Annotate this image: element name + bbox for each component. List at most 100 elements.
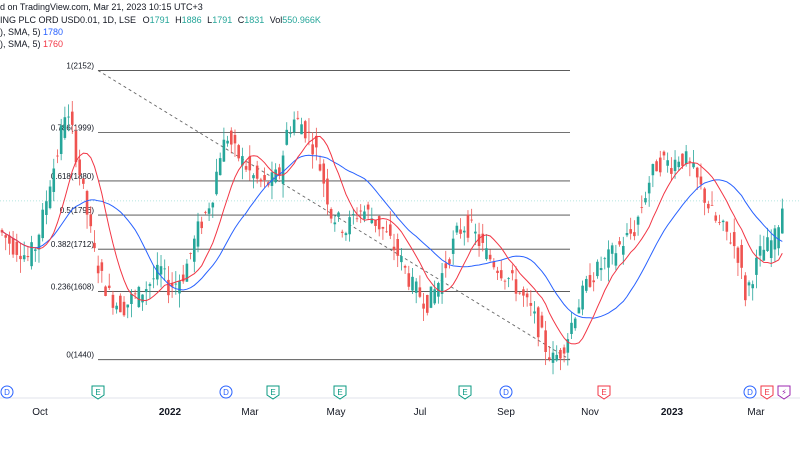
candle-body-102 [377, 216, 381, 230]
candle-body-193 [714, 215, 718, 221]
candle-body-63 [233, 134, 237, 144]
candle-body-6 [22, 255, 26, 260]
candle-body-50 [185, 263, 189, 282]
event-marker-9[interactable]: E [760, 385, 774, 400]
candle-body-108 [400, 256, 403, 263]
ma-slow-legend[interactable]: ), SMA, 5) 1780 [0, 27, 63, 37]
candle-body-17 [63, 117, 67, 138]
high-label: H [175, 15, 182, 25]
candle-body-165 [610, 245, 614, 254]
candle-body-139 [514, 279, 518, 294]
event-marker-label-0: D [4, 388, 10, 397]
candle-body-192 [710, 204, 714, 206]
ma-fast-value: 1760 [43, 39, 64, 49]
fib-label-3: 0.5(1796) [60, 206, 95, 215]
candle-body-130 [481, 233, 485, 243]
candle-body-121 [448, 259, 451, 264]
candle-body-44 [163, 268, 167, 270]
close-value: 1831 [244, 15, 265, 25]
x-tick-1: 2022 [159, 407, 182, 418]
candle-body-163 [603, 258, 607, 260]
close-label: C [237, 15, 245, 25]
candle-body-110 [407, 273, 411, 287]
event-marker-10[interactable]: ⚡ [777, 385, 791, 400]
candle-body-40 [148, 284, 152, 286]
candle-body-107 [396, 239, 399, 256]
event-marker-shape-3 [266, 385, 280, 400]
event-marker-shape-1 [91, 385, 105, 400]
candle-body-170 [629, 229, 632, 234]
candle-body-85 [315, 135, 318, 148]
candle-body-199 [736, 247, 740, 263]
open-value: 1791 [149, 15, 170, 25]
candle-body-79 [292, 119, 296, 133]
event-marker-label-1: E [95, 388, 100, 397]
trend-line [97, 70, 571, 361]
candle-body-111 [411, 276, 414, 291]
candle-body-158 [585, 278, 588, 291]
candle-body-166 [614, 253, 618, 266]
candle-body-115 [425, 294, 429, 313]
event-marker-1[interactable]: E [91, 385, 105, 400]
event-marker-shape-8 [743, 385, 757, 399]
candle-body-127 [470, 219, 473, 221]
candle-body-11 [41, 209, 44, 239]
fib-label-2: 0.618(1880) [51, 172, 94, 181]
x-axis: Oct 2022 Mar May Jul Sep Nov 2023 Mar [0, 397, 800, 418]
candle-body-167 [618, 241, 621, 245]
candle-body-14 [52, 168, 56, 192]
candle-body-128 [474, 231, 477, 234]
candle-body-116 [429, 286, 433, 308]
candle-body-70 [259, 179, 263, 182]
candle-body-117 [433, 289, 436, 304]
candle-body-89 [329, 209, 333, 219]
candle-body-157 [581, 285, 584, 310]
event-marker-3[interactable]: E [266, 385, 280, 400]
candle-body-137 [507, 278, 510, 280]
event-marker-0[interactable]: D [0, 385, 14, 399]
event-marker-5[interactable]: E [458, 385, 472, 400]
candle-body-160 [592, 280, 595, 283]
candle-body-181 [670, 168, 673, 174]
candle-body-26 [96, 265, 100, 274]
candle-body-88 [326, 178, 329, 205]
candle-body-122 [451, 238, 455, 254]
event-marker-7[interactable]: E [597, 385, 611, 400]
candle-body-171 [633, 232, 636, 237]
candle-body-164 [607, 249, 610, 268]
candle-body-173 [640, 207, 644, 208]
candle-body-24 [89, 214, 93, 227]
candle-body-206 [762, 249, 766, 261]
candle-body-155 [573, 318, 577, 329]
event-marker-6[interactable]: D [499, 385, 513, 399]
candle-body-177 [655, 161, 658, 172]
ma-fast-legend[interactable]: ), SMA, 5) 1760 [0, 39, 63, 49]
candle-body-120 [444, 263, 448, 269]
event-marker-4[interactable]: E [333, 385, 347, 400]
candle-body-39 [144, 289, 148, 293]
candle-body-61 [226, 140, 229, 144]
candle-body-184 [681, 153, 684, 166]
candle-body-95 [352, 214, 355, 215]
event-marker-shape-9 [760, 385, 774, 400]
fibonacci-levels: 1(2152)0.786(1999)0.618(1880)0.5(1796)0.… [51, 61, 570, 361]
event-marker-shape-0 [0, 385, 14, 399]
candle-body-211 [781, 208, 784, 234]
candle-body-94 [348, 217, 351, 235]
candle-body-123 [455, 225, 459, 233]
event-marker-8[interactable]: D [743, 385, 757, 399]
event-marker-2[interactable]: D [219, 385, 233, 399]
candle-body-144 [533, 311, 536, 314]
candle-body-49 [181, 274, 185, 282]
candle-body-97 [359, 210, 363, 212]
candle-body-198 [732, 232, 736, 247]
candle-body-131 [485, 248, 488, 260]
candle-body-31 [115, 305, 118, 310]
candle-body-188 [695, 167, 699, 178]
candle-body-82 [303, 121, 307, 139]
x-tick-3: May [327, 407, 346, 418]
low-label: L [207, 15, 213, 25]
candle-body-65 [241, 156, 244, 166]
